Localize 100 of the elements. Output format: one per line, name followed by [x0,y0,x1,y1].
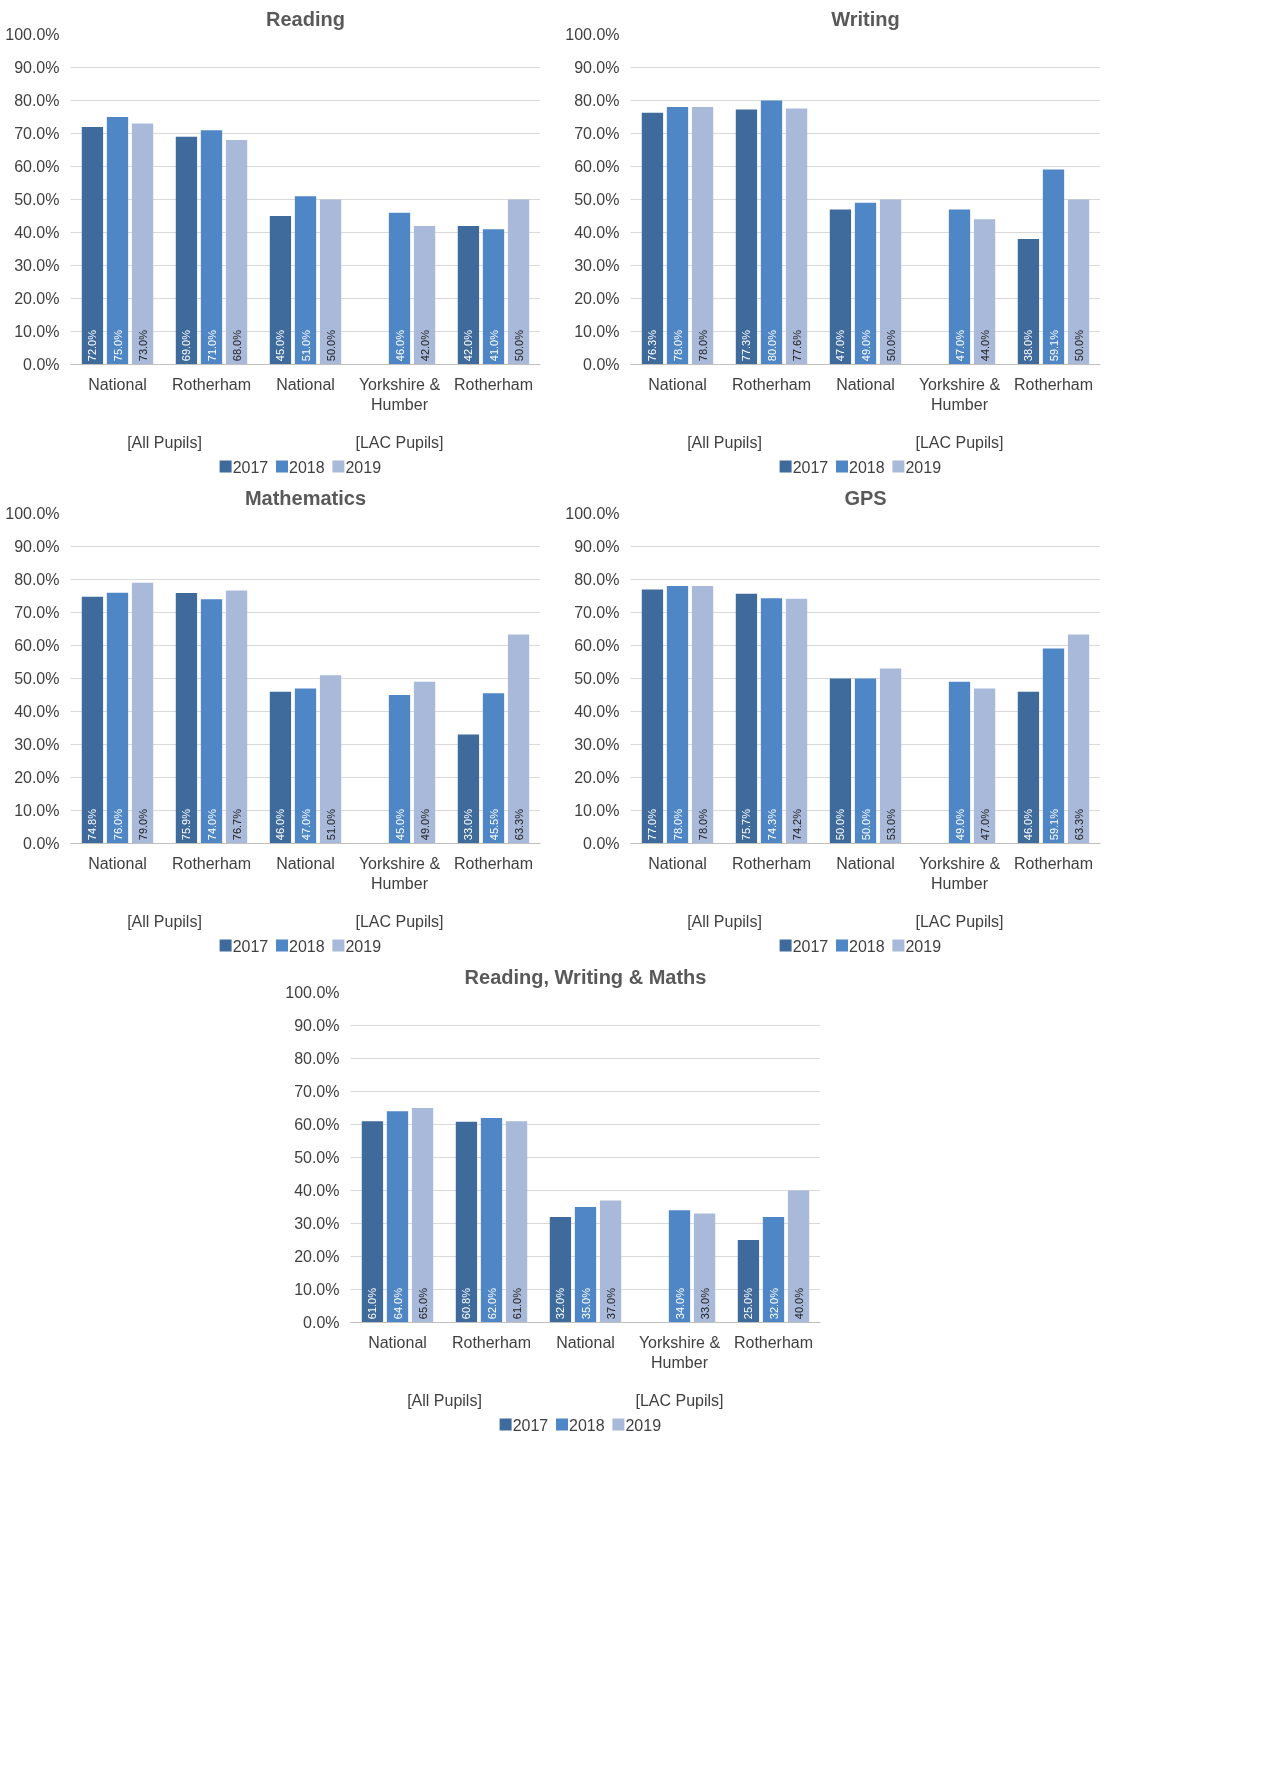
legend-label: 2017 [792,937,829,955]
bar [81,596,104,844]
bar [691,107,714,365]
y-tick-label: 100.0% [5,505,60,522]
data-label: 77.3% [740,329,753,362]
bar [388,212,411,365]
legend-label: 2018 [849,458,885,476]
x-tick-label: Rotherham [733,1333,814,1351]
data-label: 37.0% [604,1287,617,1320]
y-tick-label: 80.0% [14,92,60,109]
data-label: 32.0% [554,1287,567,1320]
y-tick-label: 80.0% [14,571,60,588]
bar [599,1200,622,1323]
bar [386,1111,409,1323]
y-tick-label: 40.0% [574,703,620,720]
data-label: 47.0% [978,808,991,841]
data-label: 69.0% [180,329,193,362]
data-label: 65.0% [416,1287,429,1320]
bar [482,693,505,844]
data-label: 47.0% [299,808,312,841]
bar [294,688,317,844]
data-label: 80.0% [765,329,778,362]
x-tick-label: Rotherham [451,1333,532,1351]
y-tick-label: 20.0% [574,290,620,307]
chart-title: Reading [266,7,345,30]
y-tick-label: 30.0% [574,257,620,274]
y-tick-label: 50.0% [14,670,60,687]
bar [175,593,198,844]
bar [294,196,317,365]
y-tick-label: 40.0% [294,1182,340,1199]
y-tick-label: 70.0% [14,125,60,142]
y-tick-label: 30.0% [294,1215,340,1232]
data-label: 53.0% [884,808,897,841]
data-label: 64.0% [391,1287,404,1320]
data-label: 51.0% [299,329,312,362]
data-label: 49.0% [953,808,966,841]
y-tick-label: 60.0% [574,158,620,175]
y-tick-label: 50.0% [574,191,620,208]
x-tick-label: Yorkshire & Humber [918,854,1001,892]
x-tick-label: National [836,375,895,393]
x-tick-label: National [276,854,335,872]
chart-title: Mathematics [244,486,367,509]
bar [507,199,530,365]
text: [LAC Pupils] [915,912,1004,930]
x-tick-label: National [836,854,895,872]
y-tick-label: 30.0% [14,736,60,753]
data-label: 32.0% [767,1287,780,1320]
bar [1067,634,1090,844]
bar [829,209,852,365]
bar [457,225,480,365]
y-tick-label: 60.0% [14,637,60,654]
bar [81,126,104,365]
bar [735,109,758,365]
x-tick-label: Yorkshire & Humber [358,375,441,413]
data-label: 75.9% [180,808,193,841]
bar [666,107,689,365]
text: [All Pupils] [687,433,762,451]
data-label: 34.0% [673,1287,686,1320]
x-tick-label: Rotherham [453,375,534,393]
data-label: 74.2% [790,808,803,841]
y-tick-label: 50.0% [574,670,620,687]
data-label: 78.0% [671,329,684,362]
data-label: 46.0% [393,329,406,362]
data-label: 50.0% [512,329,525,362]
bar [762,1216,785,1323]
legend-label: 2017 [792,458,829,476]
y-tick-label: 20.0% [574,769,620,786]
y-tick-label: 70.0% [14,604,60,621]
bar [735,593,758,844]
y-tick-label: 90.0% [574,538,620,555]
text: [All Pupils] [127,433,202,451]
data-label: 46.0% [1022,808,1035,841]
bar [507,634,530,844]
bar [413,225,436,365]
y-tick-label: 60.0% [574,637,620,654]
chart-title: Reading, Writing & Maths [464,965,707,988]
y-tick-label: 10.0% [574,802,620,819]
bar [505,1121,528,1323]
bar [455,1121,478,1323]
y-tick-label: 90.0% [574,59,620,76]
data-label: 51.0% [324,808,337,841]
bar [319,675,342,844]
data-label: 46.0% [274,808,287,841]
y-tick-label: 80.0% [574,571,620,588]
data-label: 45.5% [487,808,500,841]
text: [LAC Pupils] [635,1391,724,1409]
data-label: 33.0% [462,808,475,841]
data-label: 60.8% [460,1287,473,1320]
bar [574,1207,597,1323]
x-tick-label: Rotherham [731,375,812,393]
y-tick-label: 10.0% [574,323,620,340]
bar [854,202,877,365]
y-tick-label: 100.0% [285,984,340,1001]
legend-label: 2017 [232,937,269,955]
data-label: 40.0% [792,1287,805,1320]
bar [691,586,714,844]
x-tick-label: National [648,375,707,393]
data-label: 68.0% [230,329,243,362]
y-tick-label: 20.0% [14,290,60,307]
bar [200,130,223,365]
